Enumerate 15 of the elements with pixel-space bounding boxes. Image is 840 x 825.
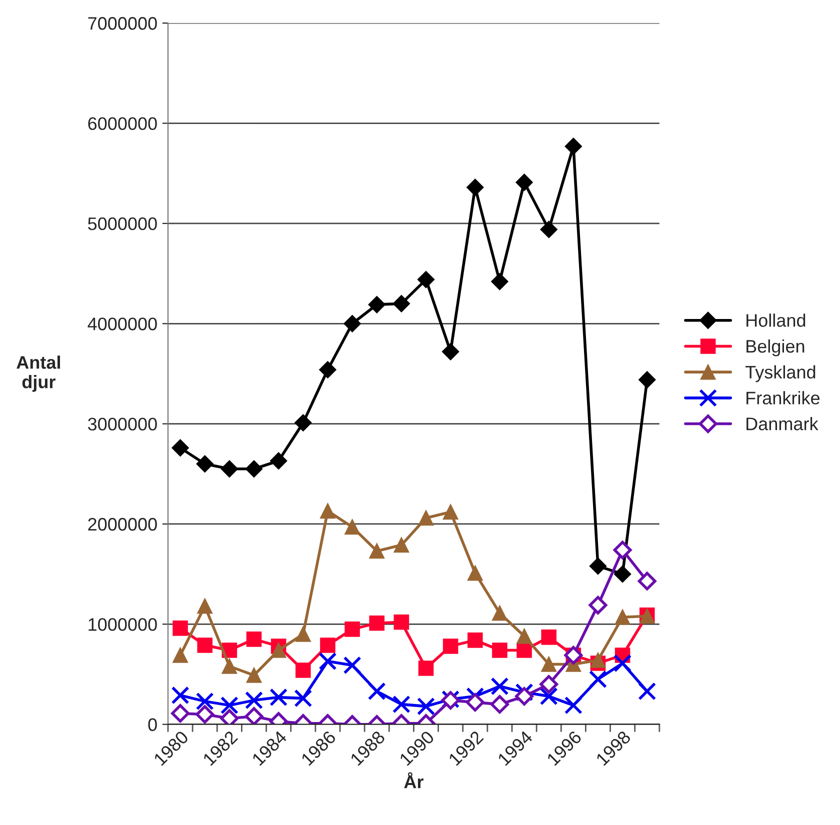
legend-label: Belgien [746,339,804,356]
legend-label: Tyskland [745,365,816,382]
y-tick-label: 2000000 [88,518,157,531]
y-tick-label: 0 [148,718,157,732]
y-tick-label: 7000000 [88,17,157,30]
y-axis-title: Antal djur [16,356,60,392]
y-tick-label: 1000000 [88,618,157,631]
legend-label: Danmark [746,417,818,430]
y-tick-label: 4000000 [88,318,157,330]
y-tick-label: 3000000 [88,418,157,431]
legend-label: Frankrike [746,391,820,404]
y-tick-label: 5000000 [88,217,157,230]
legend-label: Holland [746,314,806,327]
x-axis-title: År [404,772,424,788]
y-tick-label: 6000000 [88,117,157,130]
